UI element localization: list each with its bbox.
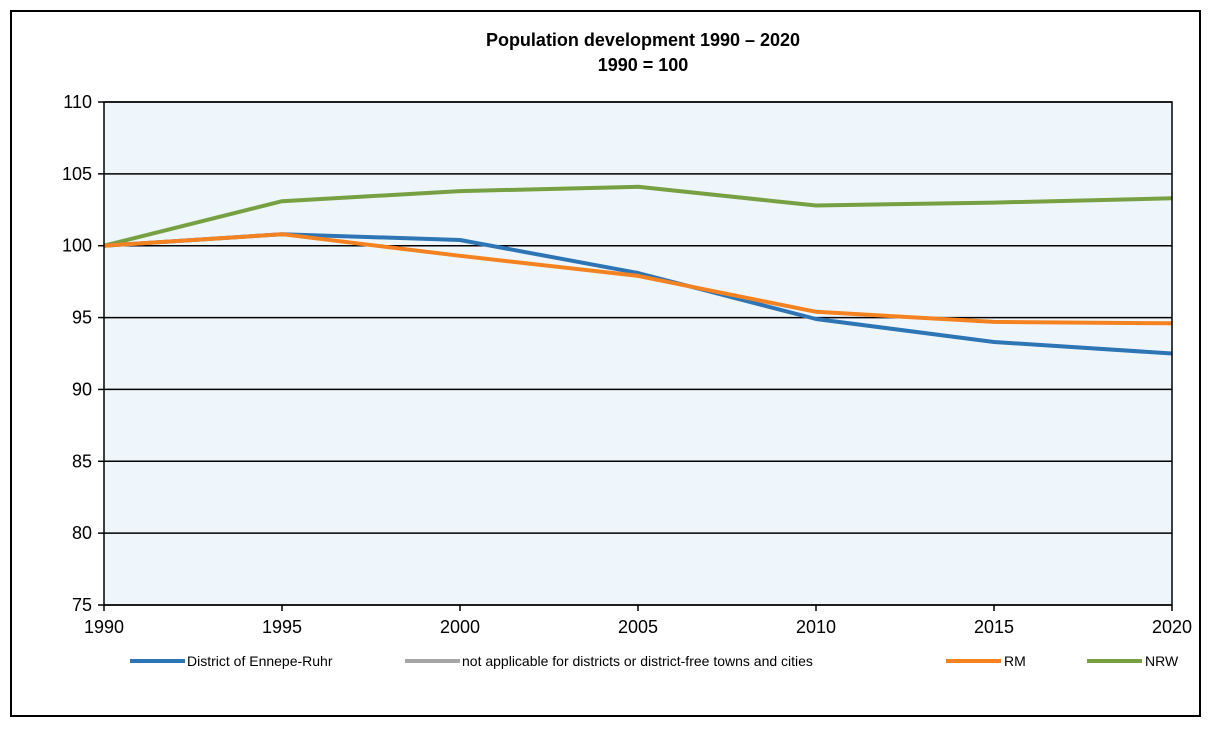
legend-label: not applicable for districts or district… xyxy=(462,653,813,669)
plot-area xyxy=(104,102,1172,605)
x-axis-ticks: 1990 1995 2000 2005 2010 2015 2020 xyxy=(84,605,1192,637)
y-tick-label: 75 xyxy=(72,595,92,615)
y-tick-label: 90 xyxy=(72,379,92,399)
legend: District of Ennepe-Ruhr not applicable fo… xyxy=(130,653,1179,669)
y-tick-label: 110 xyxy=(63,92,92,112)
series-lines xyxy=(103,184,1173,356)
y-tick-label: 100 xyxy=(62,236,92,256)
chart-subtitle: 1990 = 100 xyxy=(598,55,689,75)
y-tick-label: 105 xyxy=(62,164,92,184)
x-tick-label: 2015 xyxy=(974,617,1014,637)
y-tick-label: 85 xyxy=(72,451,92,471)
legend-label: District of Ennepe-Ruhr xyxy=(187,653,333,669)
y-tick-label: 95 xyxy=(72,308,92,328)
y-tick-label: 80 xyxy=(72,523,92,543)
series-line-3 xyxy=(103,184,1173,248)
x-tick-label: 1990 xyxy=(84,617,124,637)
x-tick-label: 2000 xyxy=(440,617,480,637)
legend-label: RM xyxy=(1004,653,1026,669)
y-axis-ticks: 75 80 85 90 95 100 105 110 xyxy=(62,92,104,615)
chart-title: Population development 1990 – 2020 xyxy=(486,30,800,50)
x-tick-label: 2005 xyxy=(618,617,658,637)
series-line-2 xyxy=(103,232,1173,326)
x-tick-label: 1995 xyxy=(262,617,302,637)
x-tick-label: 2020 xyxy=(1152,617,1192,637)
legend-label: NRW xyxy=(1145,653,1179,669)
plot-border xyxy=(103,101,1173,606)
x-tick-label: 2010 xyxy=(796,617,836,637)
